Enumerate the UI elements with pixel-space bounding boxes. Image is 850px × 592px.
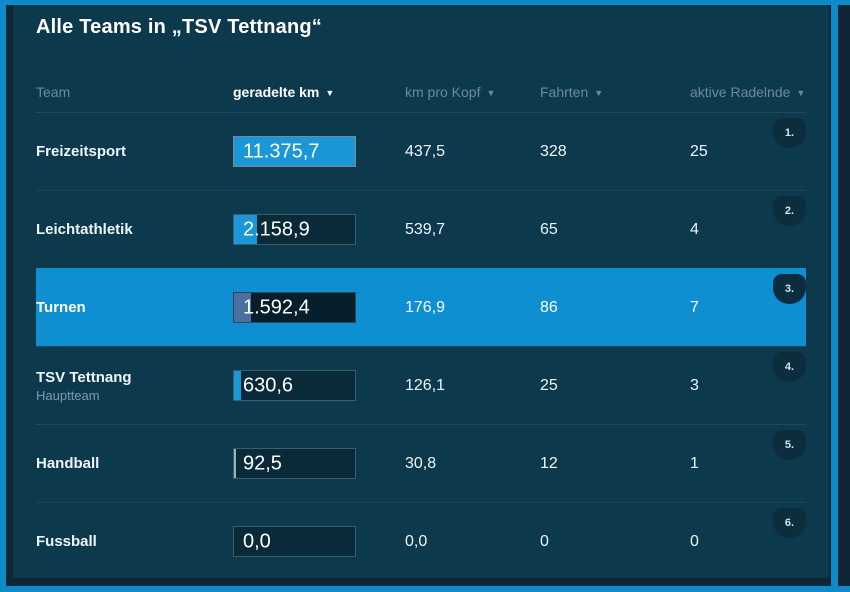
km-bar-fill xyxy=(234,137,355,166)
rank-label: 2. xyxy=(784,205,795,217)
km-pro-kopf-value: 126,1 xyxy=(405,376,446,394)
km-pro-kopf-value: 0,0 xyxy=(405,532,428,550)
rank-label: 3. xyxy=(784,283,795,295)
window-border-bottom xyxy=(0,586,850,592)
km-value: 92,5 xyxy=(243,452,282,474)
team-row[interactable]: Leichtathletik 2.158,9 539,7 65 4 2. xyxy=(36,190,806,268)
rank-badge: 2. xyxy=(773,196,806,226)
km-bar-fill xyxy=(234,371,241,400)
rank-badge: 5. xyxy=(773,430,806,460)
sort-desc-icon: ▼ xyxy=(594,88,604,98)
rank-label: 5. xyxy=(784,439,795,451)
km-value: 630,6 xyxy=(243,374,294,396)
rank-badge: 4. xyxy=(773,352,806,382)
km-value: 1.592,4 xyxy=(243,296,310,318)
fahrten-value: 65 xyxy=(540,220,558,238)
team-name: Fussball xyxy=(36,533,97,550)
km-bar: 92,5 xyxy=(233,448,356,479)
km-bar: 630,6 xyxy=(233,370,356,401)
km-bar: 0,0 xyxy=(233,526,356,557)
column-header-aktive-radelnde-label: aktive Radelnde xyxy=(690,84,791,100)
window-border-top xyxy=(0,0,850,5)
km-bar-fill xyxy=(234,449,236,478)
aktive-radelnde-value: 7 xyxy=(690,298,699,316)
column-header-km-pro-kopf[interactable]: km pro Kopf ▼ xyxy=(405,84,540,100)
team-row[interactable]: Fussball 0,0 0,0 0 0 6. xyxy=(36,502,806,580)
aktive-radelnde-value: 4 xyxy=(690,220,699,238)
aktive-radelnde-value: 3 xyxy=(690,376,699,394)
rank-label: 4. xyxy=(784,361,795,373)
fahrten-value: 25 xyxy=(540,376,558,394)
column-header-km-pro-kopf-label: km pro Kopf xyxy=(405,84,481,100)
km-pro-kopf-value: 539,7 xyxy=(405,220,446,238)
aktive-radelnde-value: 1 xyxy=(690,454,699,472)
team-name: Turnen xyxy=(36,299,86,316)
km-value: 0,0 xyxy=(243,530,271,552)
table-body: Freizeitsport 11.375,7 437,5 328 25 1. L… xyxy=(36,112,806,580)
km-bar: 2.158,9 xyxy=(233,214,356,245)
km-bar: 11.375,7 xyxy=(233,136,356,167)
km-bar-fill xyxy=(234,215,257,244)
fahrten-value: 12 xyxy=(540,454,558,472)
team-name: Handball xyxy=(36,455,100,472)
rank-badge: 1. xyxy=(773,118,806,148)
km-bar: 1.592,4 xyxy=(233,292,356,323)
team-name: Freizeitsport xyxy=(36,143,127,160)
team-row[interactable]: Freizeitsport 11.375,7 437,5 328 25 1. xyxy=(36,112,806,190)
km-bar-fill xyxy=(234,293,251,322)
window-border-right xyxy=(831,0,838,592)
aktive-radelnde-value: 25 xyxy=(690,142,708,160)
team-name: TSV Tettnang xyxy=(36,368,132,386)
rank-label: 1. xyxy=(784,127,795,139)
fahrten-value: 86 xyxy=(540,298,558,316)
aktive-radelnde-value: 0 xyxy=(690,532,699,550)
team-row[interactable]: TSV Tettnang Hauptteam 630,6 126,1 25 3 … xyxy=(36,346,806,424)
page-title: Alle Teams in „TSV Tettnang“ xyxy=(36,16,323,38)
teams-table: Team geradelte km ▼ km pro Kopf ▼ Fahrten ▼… xyxy=(36,75,806,580)
sort-desc-icon: ▼ xyxy=(325,88,335,98)
column-header-aktive-radelnde[interactable]: aktive Radelnde ▼ xyxy=(690,84,806,100)
km-value: 2.158,9 xyxy=(243,218,310,240)
table-header: Team geradelte km ▼ km pro Kopf ▼ Fahrten ▼… xyxy=(36,75,806,109)
team-name: Leichtathletik xyxy=(36,221,133,238)
column-header-fahrten-label: Fahrten xyxy=(540,84,589,100)
team-row[interactable]: Handball 92,5 30,8 12 1 5. xyxy=(36,424,806,502)
teams-panel: Alle Teams in „TSV Tettnang“ Team gerade… xyxy=(13,5,829,578)
rank-badge: 3. xyxy=(773,274,806,304)
km-pro-kopf-value: 437,5 xyxy=(405,142,446,160)
km-value: 11.375,7 xyxy=(243,140,320,162)
rank-label: 6. xyxy=(784,517,795,529)
column-header-geradelte-km[interactable]: geradelte km ▼ xyxy=(233,84,405,100)
column-header-fahrten[interactable]: Fahrten ▼ xyxy=(540,84,690,100)
km-pro-kopf-value: 176,9 xyxy=(405,298,446,316)
fahrten-value: 328 xyxy=(540,142,567,160)
km-pro-kopf-value: 30,8 xyxy=(405,454,437,472)
team-subtitle: Hauptteam xyxy=(36,387,100,403)
sort-desc-icon: ▼ xyxy=(796,88,806,98)
column-header-geradelte-km-label: geradelte km xyxy=(233,84,320,100)
window-border-left xyxy=(0,0,6,592)
fahrten-value: 0 xyxy=(540,532,549,550)
rank-badge: 6. xyxy=(773,508,806,538)
team-row[interactable]: Turnen 1.592,4 176,9 86 7 3. xyxy=(36,268,806,346)
sort-desc-icon: ▼ xyxy=(486,88,496,98)
column-header-team: Team xyxy=(36,84,71,100)
